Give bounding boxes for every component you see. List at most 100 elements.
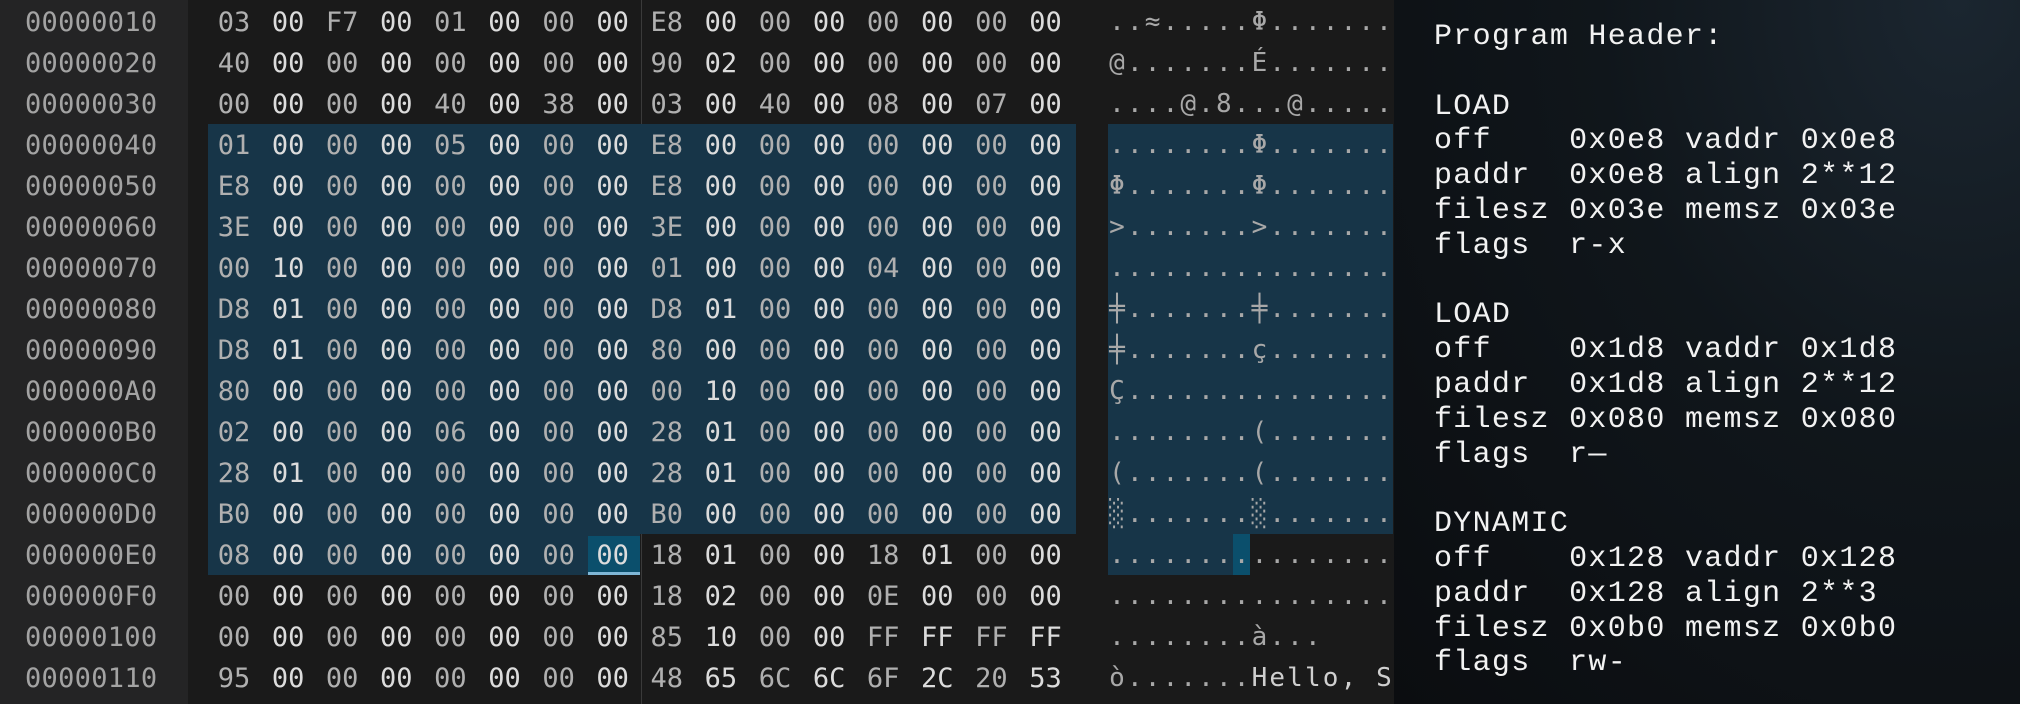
ascii-char[interactable]: . <box>1376 417 1392 447</box>
ascii-char[interactable]: . <box>1358 458 1375 488</box>
ascii-char[interactable]: . <box>1251 89 1268 119</box>
hex-byte[interactable]: 00 <box>975 7 1008 38</box>
hex-byte[interactable]: 02 <box>704 48 738 79</box>
hex-byte[interactable]: 00 <box>434 335 467 366</box>
hex-byte[interactable]: 00 <box>704 130 738 161</box>
ascii-char[interactable]: . <box>1340 581 1357 611</box>
hex-byte[interactable]: 3E <box>217 212 251 243</box>
ascii-char[interactable]: . <box>1162 458 1179 488</box>
ascii-char[interactable]: ( <box>1251 417 1268 447</box>
ascii-char[interactable]: . <box>1144 540 1161 570</box>
hex-byte[interactable]: 00 <box>758 458 792 489</box>
ascii-char[interactable]: . <box>1126 663 1143 693</box>
ascii-char[interactable]: . <box>1269 499 1286 529</box>
hex-byte[interactable]: 00 <box>325 294 359 325</box>
hex-byte[interactable]: 00 <box>380 7 413 38</box>
hex-byte[interactable]: 00 <box>1029 212 1062 243</box>
ascii-char[interactable]: > <box>1109 212 1125 242</box>
hex-byte[interactable]: 04 <box>866 253 900 284</box>
ascii-char[interactable]: . <box>1269 417 1286 447</box>
ascii-char[interactable]: ╪ <box>1109 294 1125 324</box>
hex-byte[interactable]: 00 <box>380 48 413 79</box>
ascii-char[interactable]: . <box>1340 89 1357 119</box>
ascii-char[interactable]: . <box>1215 663 1232 693</box>
ascii-char[interactable]: . <box>1233 171 1250 201</box>
ascii-char[interactable]: . <box>1109 89 1125 119</box>
hex-byte[interactable]: 00 <box>325 253 359 284</box>
ascii-char[interactable]: . <box>1109 540 1125 570</box>
ascii-char[interactable]: . <box>1180 581 1197 611</box>
ascii-char[interactable]: . <box>1198 294 1214 324</box>
hex-byte[interactable]: 00 <box>812 581 846 612</box>
hex-byte[interactable]: 00 <box>542 212 575 243</box>
ascii-char[interactable]: . <box>1162 253 1179 283</box>
hex-byte[interactable]: E8 <box>650 7 684 38</box>
hex-byte[interactable]: 00 <box>596 499 629 530</box>
hex-byte[interactable]: 01 <box>271 335 305 366</box>
hex-byte[interactable]: 00 <box>596 622 629 653</box>
hex-byte[interactable]: 18 <box>650 540 684 571</box>
hex-byte[interactable]: 00 <box>812 294 846 325</box>
ascii-char[interactable]: . <box>1180 417 1197 447</box>
hex-byte[interactable]: 00 <box>542 253 575 284</box>
hex-byte[interactable]: 38 <box>542 89 575 120</box>
ascii-char[interactable]: . <box>1109 417 1125 447</box>
ascii-char[interactable]: . <box>1144 581 1161 611</box>
hex-byte[interactable]: 00 <box>325 212 359 243</box>
hex-byte[interactable]: FF <box>1029 622 1062 653</box>
hex-byte[interactable]: 00 <box>217 581 251 612</box>
hex-byte[interactable]: 00 <box>1029 89 1062 120</box>
ascii-char[interactable]: . <box>1162 130 1179 160</box>
ascii-char[interactable]: . <box>1322 48 1339 78</box>
hex-byte[interactable]: 00 <box>812 622 846 653</box>
hex-byte[interactable]: 00 <box>866 458 900 489</box>
ascii-char[interactable]: . <box>1233 253 1250 283</box>
ascii-char[interactable]: . <box>1215 212 1232 242</box>
hex-byte[interactable]: 01 <box>271 294 305 325</box>
hex-byte[interactable]: 00 <box>271 171 305 202</box>
hex-byte[interactable]: 00 <box>1029 294 1062 325</box>
hex-byte[interactable]: 00 <box>758 581 792 612</box>
hex-byte[interactable]: 18 <box>650 581 684 612</box>
hex-byte[interactable]: 00 <box>434 48 467 79</box>
hex-byte[interactable]: 00 <box>921 7 954 38</box>
hex-byte[interactable]: 05 <box>434 130 467 161</box>
hex-byte[interactable]: 00 <box>1029 253 1062 284</box>
ascii-char[interactable]: . <box>1304 89 1321 119</box>
ascii-char[interactable]: . <box>1269 540 1286 570</box>
ascii-char[interactable]: . <box>1233 458 1250 488</box>
ascii-char[interactable]: . <box>1215 7 1232 37</box>
ascii-char[interactable]: . <box>1340 171 1357 201</box>
hex-byte[interactable]: 00 <box>921 376 954 407</box>
hex-byte[interactable]: 40 <box>434 89 467 120</box>
hex-byte[interactable]: 00 <box>380 335 413 366</box>
hex-byte[interactable]: 00 <box>488 663 521 694</box>
ascii-char[interactable]: . <box>1304 130 1321 160</box>
hex-byte[interactable]: 00 <box>542 294 575 325</box>
ascii-char[interactable]: . <box>1340 48 1357 78</box>
ascii-char[interactable]: . <box>1269 212 1286 242</box>
hex-byte[interactable]: 90 <box>650 48 684 79</box>
ascii-char[interactable]: ╪ <box>1251 294 1268 324</box>
ascii-char[interactable]: . <box>1180 622 1197 652</box>
ascii-char[interactable]: . <box>1180 48 1197 78</box>
hex-byte[interactable]: 00 <box>542 376 575 407</box>
ascii-char[interactable]: . <box>1287 212 1303 242</box>
hex-byte[interactable]: 00 <box>488 7 521 38</box>
ascii-char[interactable]: . <box>1233 294 1250 324</box>
hex-byte[interactable]: 6F <box>866 663 900 694</box>
ascii-char[interactable]: . <box>1198 7 1214 37</box>
hex-byte[interactable]: 00 <box>812 540 846 571</box>
hex-byte[interactable]: 00 <box>596 581 629 612</box>
ascii-char[interactable]: . <box>1304 171 1321 201</box>
ascii-char[interactable]: H <box>1251 663 1268 693</box>
hex-byte[interactable]: FF <box>921 622 954 653</box>
ascii-char[interactable]: ░ <box>1251 499 1268 529</box>
ascii-char[interactable]: . <box>1198 622 1214 652</box>
hex-byte[interactable]: B0 <box>650 499 684 530</box>
ascii-char[interactable]: . <box>1304 499 1321 529</box>
ascii-char[interactable]: l <box>1287 663 1303 693</box>
ascii-char[interactable]: . <box>1287 540 1303 570</box>
hex-byte[interactable]: 00 <box>1029 458 1062 489</box>
ascii-char[interactable]: . <box>1287 335 1303 365</box>
